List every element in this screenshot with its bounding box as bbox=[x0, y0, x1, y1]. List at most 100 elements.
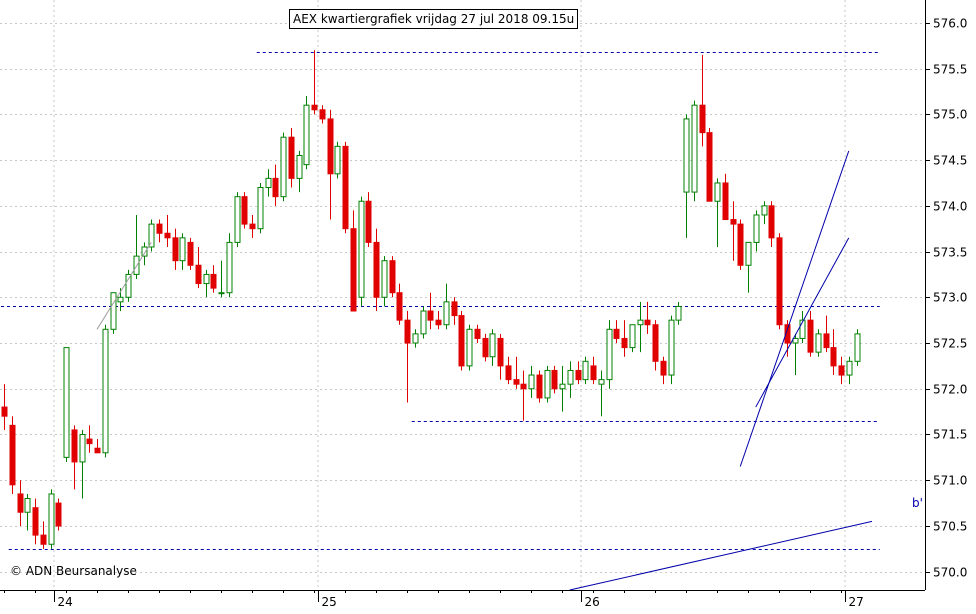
candle-body-34 bbox=[265, 177, 272, 189]
candle-44 bbox=[342, 141, 349, 234]
candle-49 bbox=[381, 256, 388, 307]
candle-body-93 bbox=[722, 182, 729, 221]
candle-51 bbox=[396, 283, 403, 325]
y-tick-label-3: 571.5 bbox=[933, 428, 967, 442]
candle-25 bbox=[195, 246, 202, 289]
candle-body-62 bbox=[482, 337, 489, 358]
candle-layer bbox=[1, 50, 861, 549]
candle-body-78 bbox=[606, 328, 613, 381]
candle-body-80 bbox=[621, 337, 628, 349]
candle-81 bbox=[629, 324, 636, 353]
candle-43 bbox=[334, 141, 341, 179]
candle-12 bbox=[94, 439, 101, 454]
candle-30 bbox=[234, 192, 241, 247]
candle-body-13 bbox=[102, 328, 109, 454]
candle-body-10 bbox=[79, 433, 86, 463]
candle-body-88 bbox=[683, 118, 690, 193]
candle-body-107 bbox=[830, 347, 837, 367]
candle-body-71 bbox=[551, 369, 558, 390]
candle-59 bbox=[458, 311, 465, 371]
candle-103 bbox=[799, 311, 806, 344]
candle-71 bbox=[551, 365, 558, 394]
candle-body-33 bbox=[257, 187, 264, 230]
candle-body-59 bbox=[458, 315, 465, 367]
candle-body-5 bbox=[40, 534, 47, 545]
candle-63 bbox=[489, 329, 496, 366]
candle-26 bbox=[203, 269, 210, 298]
candle-54 bbox=[420, 306, 427, 339]
candle-13 bbox=[102, 324, 109, 458]
candle-body-96 bbox=[745, 241, 752, 266]
candle-107 bbox=[830, 329, 837, 376]
candle-29 bbox=[226, 233, 233, 298]
candle-110 bbox=[854, 329, 861, 366]
candle-body-18 bbox=[141, 246, 148, 257]
candle-body-54 bbox=[420, 310, 427, 335]
candle-6 bbox=[48, 489, 55, 549]
candle-body-42 bbox=[327, 118, 334, 175]
candle-93 bbox=[722, 173, 729, 221]
candle-body-60 bbox=[466, 328, 473, 367]
candle-34 bbox=[265, 169, 272, 197]
candle-50 bbox=[389, 256, 396, 298]
candle-body-68 bbox=[528, 374, 535, 390]
candle-53 bbox=[412, 329, 419, 348]
candle-74 bbox=[575, 361, 582, 385]
candle-79 bbox=[613, 320, 620, 344]
candle-body-106 bbox=[823, 333, 830, 349]
candle-98 bbox=[761, 201, 768, 225]
candle-91 bbox=[706, 128, 713, 202]
candle-body-63 bbox=[489, 333, 496, 358]
candle-62 bbox=[482, 333, 489, 362]
candle-body-50 bbox=[389, 260, 396, 294]
x-day-label-3: 27 bbox=[849, 595, 864, 609]
candle-23 bbox=[179, 233, 186, 270]
candle-body-36 bbox=[280, 136, 287, 198]
candle-41 bbox=[319, 105, 326, 124]
candle-body-55 bbox=[427, 310, 434, 321]
candle-body-97 bbox=[753, 214, 760, 243]
candle-95 bbox=[737, 219, 744, 270]
candle-46 bbox=[358, 196, 365, 307]
candle-body-104 bbox=[807, 319, 814, 353]
candle-48 bbox=[373, 228, 380, 312]
candle-body-77 bbox=[598, 379, 605, 385]
candle-body-15 bbox=[117, 296, 124, 303]
candle-body-19 bbox=[148, 223, 155, 248]
level-layer bbox=[1, 52, 880, 550]
candle-body-75 bbox=[582, 360, 589, 381]
candle-body-0 bbox=[1, 406, 8, 417]
candle-3 bbox=[24, 493, 31, 531]
candle-72 bbox=[559, 365, 566, 412]
candle-33 bbox=[257, 182, 264, 234]
candle-102 bbox=[792, 333, 799, 376]
candle-1 bbox=[9, 416, 16, 494]
y-tick-label-12: 576.0 bbox=[933, 17, 967, 31]
trend-line-0 bbox=[569, 520, 873, 591]
candle-body-52 bbox=[404, 319, 411, 344]
candle-16 bbox=[125, 269, 132, 302]
candle-body-83 bbox=[644, 319, 651, 326]
candle-42 bbox=[327, 109, 334, 220]
candle-85 bbox=[660, 356, 667, 385]
candle-body-76 bbox=[590, 365, 597, 381]
candle-body-12 bbox=[94, 447, 101, 454]
grid-layer bbox=[0, 0, 925, 590]
candle-22 bbox=[172, 228, 179, 270]
candle-body-35 bbox=[272, 177, 279, 198]
candle-body-61 bbox=[474, 328, 481, 339]
candle-40 bbox=[311, 50, 318, 115]
candle-38 bbox=[296, 150, 303, 193]
candle-body-95 bbox=[737, 223, 744, 266]
candle-body-58 bbox=[451, 301, 458, 317]
candle-84 bbox=[652, 320, 659, 371]
candle-31 bbox=[241, 192, 248, 229]
candle-70 bbox=[544, 365, 551, 403]
trend-line-3 bbox=[96, 242, 152, 330]
candle-body-66 bbox=[513, 379, 520, 385]
candle-56 bbox=[435, 311, 442, 330]
candle-body-69 bbox=[536, 374, 543, 399]
candle-92 bbox=[714, 178, 721, 247]
candle-80 bbox=[621, 320, 628, 357]
